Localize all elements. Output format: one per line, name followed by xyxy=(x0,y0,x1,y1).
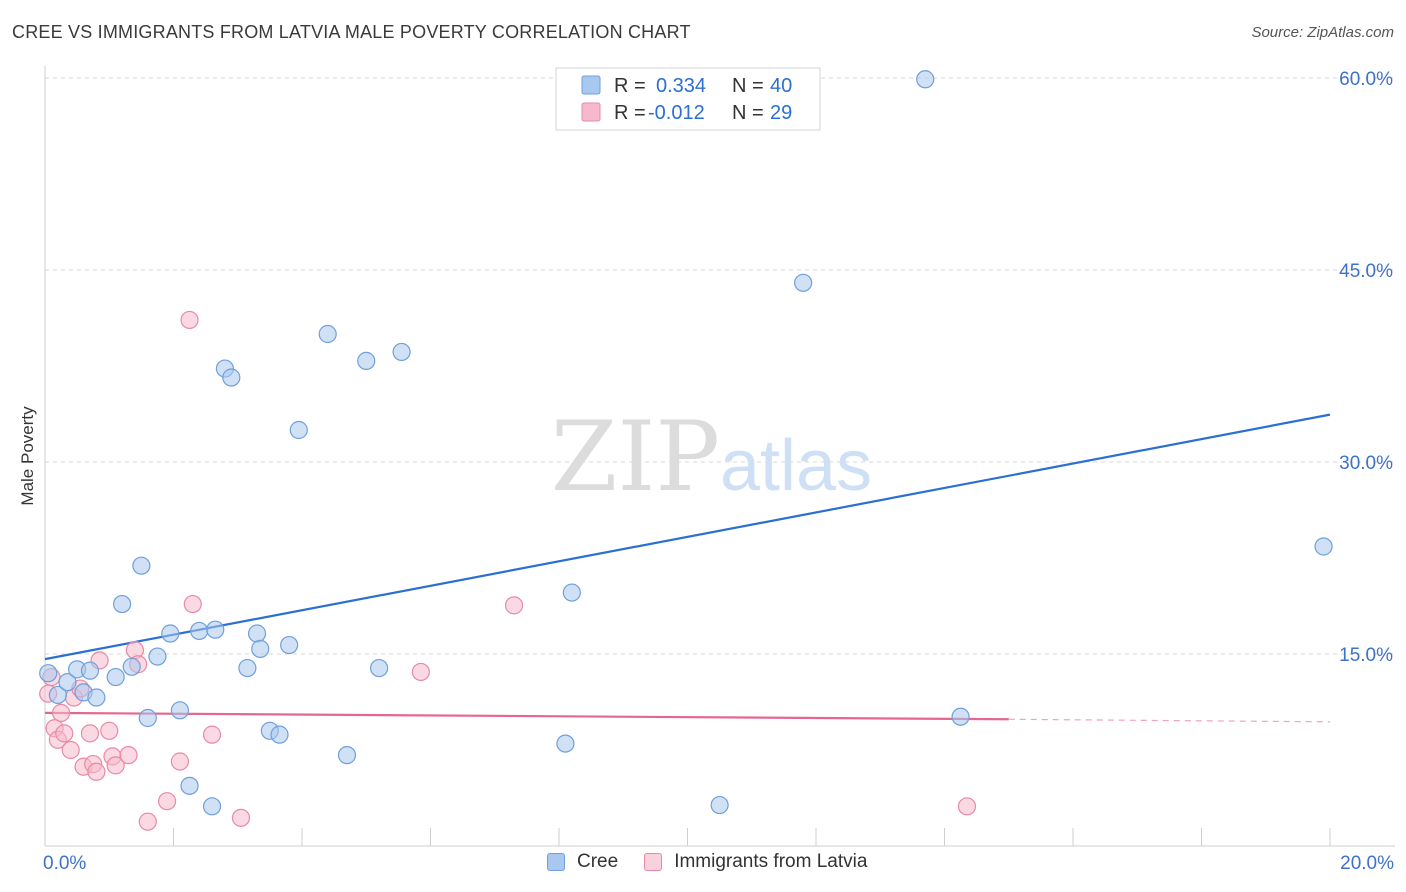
grid-lines xyxy=(45,77,1395,655)
trend-lines xyxy=(44,413,1331,723)
cree-point-0 xyxy=(39,664,58,683)
cree-point-13 xyxy=(161,624,180,643)
x-tick-label-min: 0.0% xyxy=(43,853,86,874)
legend-item-latvia: Immigrants from Latvia xyxy=(644,851,867,873)
latvia-trend-extension xyxy=(1008,718,1331,723)
x-tick-label-max: 20.0% xyxy=(1340,853,1394,874)
cree-point-23 xyxy=(251,639,270,658)
legend-n-value-cree: 40 xyxy=(770,75,792,97)
cree-point-18 xyxy=(206,620,225,639)
cree-point-22 xyxy=(247,624,267,643)
cree-point-8 xyxy=(112,594,132,614)
tick-labels: 15.0% 30.0% 45.0% 60.0% 0.0% 20.0% xyxy=(43,69,1394,874)
cree-point-1 xyxy=(48,685,67,705)
y-tick-label-60: 60.0% xyxy=(1339,69,1393,90)
cree-point-32 xyxy=(392,342,411,362)
latvia-point-17 xyxy=(119,746,138,765)
watermark-atlas: atlas xyxy=(720,426,872,506)
cree-point-16 xyxy=(190,621,209,641)
cree-point-26 xyxy=(280,635,299,655)
cree-point-2 xyxy=(58,673,77,692)
cree-point-31 xyxy=(370,658,389,678)
latvia-point-20 xyxy=(138,812,157,831)
cree-point-36 xyxy=(794,273,813,292)
cree-point-28 xyxy=(318,324,337,344)
cree-point-35 xyxy=(710,795,729,815)
legend-swatch-latvia-bottom xyxy=(644,853,663,871)
legend-label-cree: Cree xyxy=(577,851,619,872)
cree-point-15 xyxy=(180,776,199,795)
legend-item-cree: Cree xyxy=(547,851,618,873)
legend-r-value-latvia: -0.012 xyxy=(648,102,705,124)
correlation-legend: R = 0.334 N = 40 R = -0.012 N = 29 xyxy=(555,67,821,131)
legend-swatch-cree xyxy=(581,75,601,95)
latvia-point-12 xyxy=(87,762,106,781)
y-tick-label-30: 30.0% xyxy=(1339,453,1393,474)
data-points xyxy=(39,70,1333,831)
latvia-point-25 xyxy=(202,725,222,744)
latvia-point-10 xyxy=(80,724,100,743)
legend-swatch-latvia xyxy=(581,102,601,122)
y-tick-label-15: 15.0% xyxy=(1339,645,1393,666)
latvia-point-28 xyxy=(504,596,524,615)
latvia-trend-line xyxy=(44,711,1009,721)
latvia-point-6 xyxy=(61,740,80,760)
cree-point-6 xyxy=(87,688,106,707)
legend-n-label-latvia: N = xyxy=(732,102,764,124)
cree-point-14 xyxy=(170,701,190,720)
y-axis-label: Male Poverty xyxy=(18,406,37,506)
cree-point-27 xyxy=(289,420,308,440)
source-label: Source: ZipAtlas.com xyxy=(1251,24,1394,41)
axes xyxy=(44,66,1395,847)
latvia-point-22 xyxy=(170,752,190,771)
latvia-point-29 xyxy=(957,797,977,816)
latvia-point-14 xyxy=(100,721,119,740)
cree-point-30 xyxy=(357,351,376,370)
cree-point-25 xyxy=(270,725,289,744)
cree-point-34 xyxy=(562,583,581,602)
latvia-point-21 xyxy=(157,792,177,811)
y-tick-label-45: 45.0% xyxy=(1339,261,1393,282)
cree-point-7 xyxy=(106,667,125,687)
legend-r-label-latvia: R = xyxy=(614,102,646,124)
legend-n-value-latvia: 29 xyxy=(770,102,792,124)
cree-point-29 xyxy=(337,746,357,765)
cree-point-9 xyxy=(122,657,141,676)
cree-point-21 xyxy=(238,658,257,678)
watermark-zip: ZIP xyxy=(551,401,720,513)
latvia-point-23 xyxy=(180,310,199,330)
latvia-point-5 xyxy=(55,724,74,743)
latvia-point-24 xyxy=(183,594,202,614)
legend-r-label-cree: R = xyxy=(614,75,646,97)
cree-point-17 xyxy=(202,797,222,816)
cree-point-5 xyxy=(80,661,100,680)
legend-r-value-cree: 0.334 xyxy=(656,75,706,97)
chart-title: CREE VS IMMIGRANTS FROM LATVIA MALE POVE… xyxy=(12,22,691,42)
legend-label-latvia: Immigrants from Latvia xyxy=(674,851,868,872)
cree-point-10 xyxy=(132,556,151,575)
series-legend: Cree Immigrants from Latvia xyxy=(547,851,893,873)
legend-n-label-cree: N = xyxy=(732,75,764,97)
legend-swatch-cree-bottom xyxy=(547,853,565,871)
latvia-point-26 xyxy=(231,808,251,827)
cree-point-37 xyxy=(916,70,935,89)
cree-point-20 xyxy=(222,368,241,387)
latvia-point-27 xyxy=(411,662,430,682)
cree-point-11 xyxy=(138,708,157,728)
latvia-point-16 xyxy=(106,756,125,775)
cree-point-12 xyxy=(148,647,167,666)
latvia-point-4 xyxy=(51,703,71,722)
cree-point-39 xyxy=(1314,537,1333,556)
cree-point-33 xyxy=(556,734,575,753)
cree-point-38 xyxy=(951,707,970,726)
cree-trend-line xyxy=(44,413,1331,661)
